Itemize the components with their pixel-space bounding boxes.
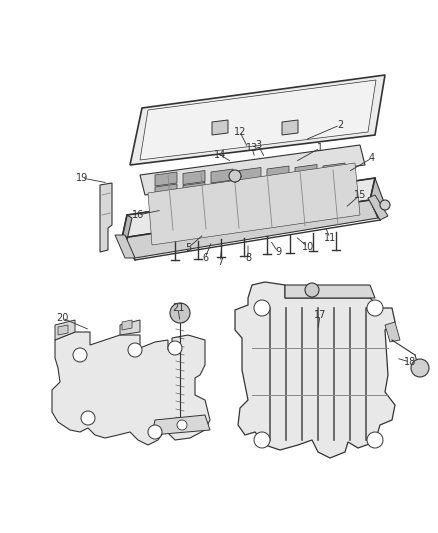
Circle shape	[168, 341, 182, 355]
Polygon shape	[183, 171, 205, 184]
Polygon shape	[122, 215, 132, 240]
Polygon shape	[323, 175, 345, 189]
Polygon shape	[385, 322, 400, 342]
Polygon shape	[183, 182, 205, 197]
Polygon shape	[115, 235, 135, 258]
Circle shape	[81, 411, 95, 425]
Text: 15: 15	[354, 190, 366, 200]
Text: 2: 2	[337, 120, 343, 130]
Text: 21: 21	[172, 303, 184, 313]
Text: 19: 19	[76, 173, 88, 183]
Polygon shape	[152, 415, 210, 435]
Circle shape	[367, 300, 383, 316]
Circle shape	[128, 343, 142, 357]
Text: 4: 4	[369, 153, 375, 163]
Polygon shape	[295, 165, 317, 179]
Polygon shape	[122, 200, 378, 258]
Text: 13: 13	[246, 143, 258, 153]
Text: 12: 12	[234, 127, 246, 137]
Circle shape	[170, 303, 190, 323]
Polygon shape	[267, 178, 289, 192]
Polygon shape	[155, 172, 177, 186]
Circle shape	[73, 348, 87, 362]
Polygon shape	[212, 120, 228, 135]
Polygon shape	[211, 169, 233, 183]
Polygon shape	[58, 325, 68, 335]
Polygon shape	[122, 320, 132, 330]
Text: 16: 16	[132, 210, 144, 220]
Polygon shape	[239, 180, 261, 193]
Text: 10: 10	[302, 242, 314, 252]
Polygon shape	[295, 176, 317, 190]
Polygon shape	[282, 120, 298, 135]
Circle shape	[148, 425, 162, 439]
Polygon shape	[120, 320, 140, 335]
Polygon shape	[323, 163, 345, 177]
Circle shape	[411, 359, 429, 377]
Polygon shape	[368, 195, 388, 220]
Text: 6: 6	[202, 253, 208, 263]
Polygon shape	[285, 285, 375, 298]
Polygon shape	[155, 184, 177, 198]
Polygon shape	[130, 75, 385, 165]
Polygon shape	[211, 181, 233, 195]
Circle shape	[305, 283, 319, 297]
Polygon shape	[267, 166, 289, 180]
Polygon shape	[148, 163, 360, 245]
Circle shape	[367, 432, 383, 448]
Text: 17: 17	[314, 310, 326, 320]
Text: 11: 11	[324, 233, 336, 243]
Polygon shape	[100, 183, 112, 252]
Text: 14: 14	[214, 150, 226, 160]
Polygon shape	[52, 332, 210, 445]
Circle shape	[177, 420, 187, 430]
Circle shape	[254, 300, 270, 316]
Text: 20: 20	[56, 313, 68, 323]
Text: 18: 18	[404, 357, 416, 367]
Polygon shape	[55, 320, 75, 340]
Text: 7: 7	[217, 257, 223, 267]
Text: 5: 5	[185, 243, 191, 253]
Circle shape	[380, 200, 390, 210]
Text: 3: 3	[255, 140, 261, 150]
Text: 8: 8	[245, 253, 251, 263]
Polygon shape	[122, 178, 375, 238]
Circle shape	[254, 432, 270, 448]
Polygon shape	[235, 282, 395, 458]
Polygon shape	[140, 145, 365, 195]
Polygon shape	[140, 80, 376, 160]
Text: 1: 1	[317, 143, 323, 153]
Polygon shape	[370, 178, 385, 218]
Text: 9: 9	[275, 247, 281, 257]
Circle shape	[229, 170, 241, 182]
Polygon shape	[239, 167, 261, 182]
